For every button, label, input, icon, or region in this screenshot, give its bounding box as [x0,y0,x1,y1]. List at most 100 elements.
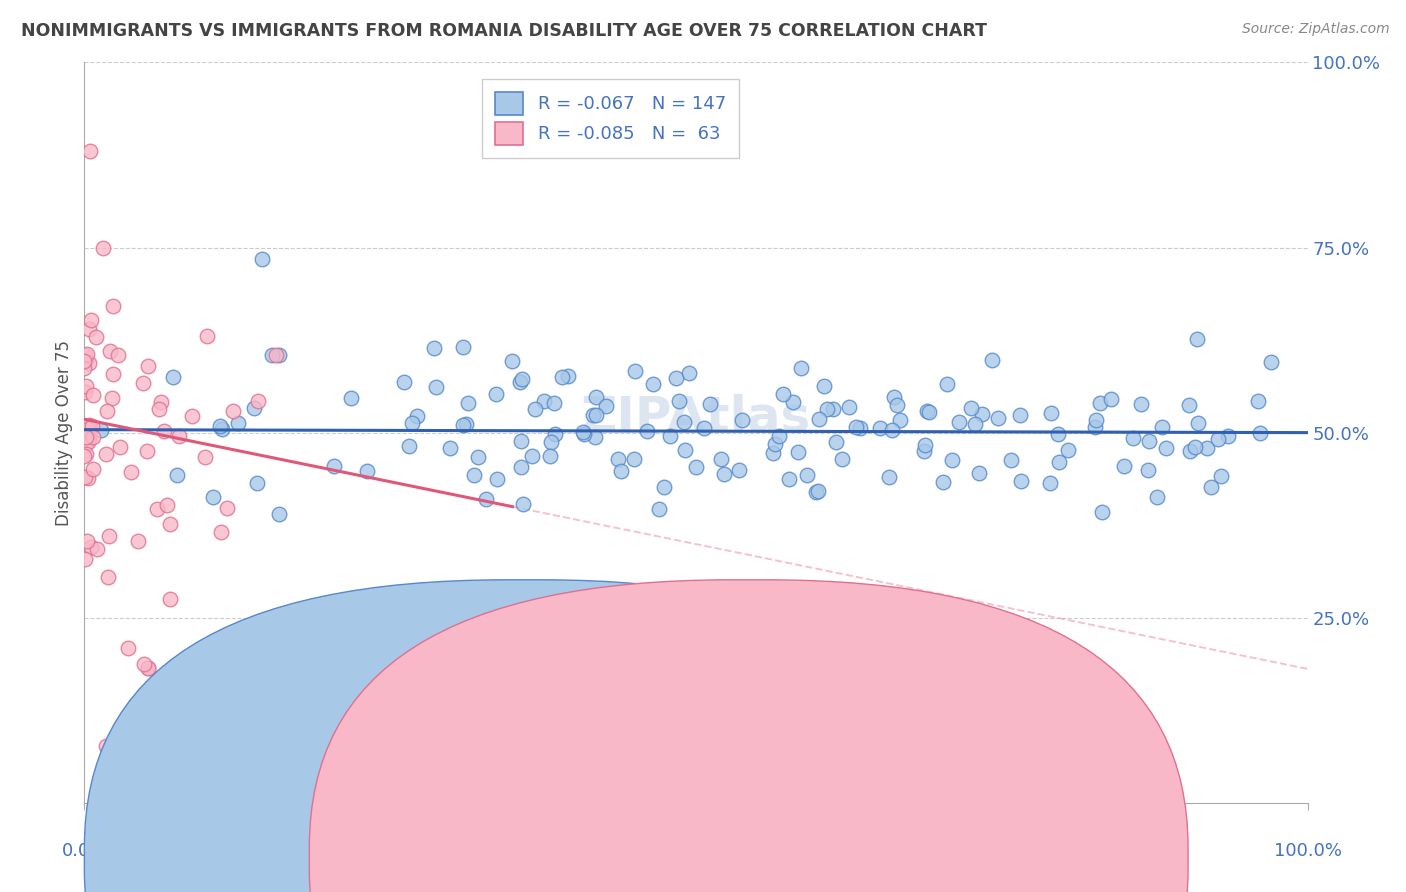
Point [710,451,733,466]
Point [76,435,98,450]
Point [127,534,149,549]
Point [94,739,117,754]
Point [97,528,120,542]
Point [194,450,217,464]
Point [79,145,101,159]
Point [845,420,868,434]
Point [226,416,249,430]
Point [267,508,290,522]
Point [889,412,911,426]
Point [101,391,124,405]
Point [685,460,707,475]
Point [79,540,101,554]
Point [136,661,159,675]
Point [668,394,690,409]
Point [221,404,243,418]
Point [451,418,474,433]
Point [82,430,104,444]
Point [1112,458,1135,473]
Point [960,401,983,415]
Point [609,464,631,478]
Point [915,404,938,418]
Point [1136,463,1159,477]
Point [75,470,97,484]
Point [595,399,617,413]
Point [246,475,269,490]
Point [987,411,1010,425]
Point [981,352,1004,367]
Point [76,433,98,447]
Point [672,415,695,429]
Point [869,421,891,435]
Point [585,390,607,404]
Point [1260,355,1282,369]
Point [77,471,100,485]
Point [101,368,124,382]
Point [215,500,238,515]
Point [120,465,142,479]
Point [485,387,508,401]
Point [94,447,117,461]
Point [510,434,533,448]
Point [1084,420,1107,434]
Point [641,377,664,392]
Point [665,370,688,384]
Point [485,472,508,486]
Point [76,534,98,549]
Point [1084,413,1107,427]
Point [75,447,97,461]
Point [73,449,96,463]
Point [138,359,160,374]
Point [156,498,179,512]
Point [77,321,100,335]
Point [1091,505,1114,519]
Point [1180,443,1202,458]
Point [880,424,903,438]
Point [457,396,479,410]
Point [967,466,990,480]
Point [91,240,114,255]
Point [762,446,785,460]
Point [82,419,104,434]
Point [467,450,489,465]
Point [132,376,155,390]
Point [1154,441,1177,455]
Point [269,348,291,362]
Point [166,467,188,482]
Point [941,452,963,467]
Point [75,430,97,444]
Point [825,435,848,450]
Point [807,484,830,499]
Point [1249,426,1271,441]
Point [425,380,447,394]
Point [1047,455,1070,469]
Point [582,409,605,423]
Point [501,354,523,368]
Point [439,441,461,455]
Point [772,387,794,401]
Point [838,401,860,415]
Point [101,299,124,313]
Point [107,347,129,361]
Point [914,438,936,452]
Point [831,451,853,466]
Text: Source: ZipAtlas.com: Source: ZipAtlas.com [1241,22,1389,37]
Point [782,395,804,409]
Point [1056,443,1078,458]
Point [918,405,941,419]
Point [148,402,170,417]
Point [510,460,533,475]
Point [678,366,700,380]
Point [86,541,108,556]
Point [79,356,101,370]
Text: Nonimmigrants: Nonimmigrants [548,849,676,867]
Point [132,657,155,671]
Point [117,641,139,656]
Point [768,429,790,443]
Point [585,408,607,422]
Point [159,517,181,532]
Point [201,491,224,505]
Point [1209,468,1232,483]
Point [73,354,96,368]
Point [606,451,628,466]
